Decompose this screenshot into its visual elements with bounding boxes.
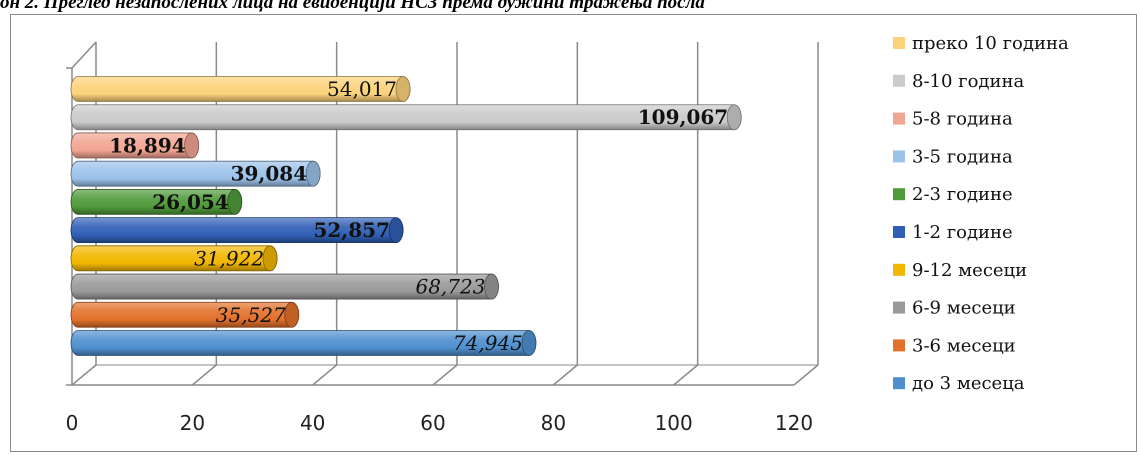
legend-label: до 3 месеца (912, 373, 1025, 394)
legend-label: 3-5 година (912, 146, 1013, 167)
data-label: 54,017 (327, 77, 397, 101)
chart-frame (10, 14, 1137, 452)
floor-gridline (191, 364, 217, 386)
data-label: 26,054 (152, 190, 229, 214)
data-label: 31,922 (194, 246, 264, 270)
floor-gridline (793, 364, 819, 386)
data-label: 35,527 (216, 303, 286, 327)
legend-swatch (893, 37, 905, 49)
legend-swatch (893, 226, 905, 238)
bar-end-cap (484, 273, 499, 300)
data-label: 109,067 (638, 105, 728, 129)
floor-gridline (432, 364, 458, 386)
data-label: 68,723 (415, 275, 485, 299)
legend-swatch (893, 188, 905, 201)
legend-swatch (893, 301, 905, 314)
legend-label: 1-2 године (912, 222, 1013, 243)
legend-label: 6-9 месеци (912, 298, 1016, 319)
floor-gridline (673, 364, 699, 386)
legend-swatch (893, 74, 905, 87)
data-label: 74,945 (453, 331, 523, 355)
x-tick-label: 20 (180, 411, 205, 435)
bar-end-cap (227, 188, 243, 215)
legend-label: 3-6 месеци (912, 335, 1016, 356)
legend-swatch (893, 150, 905, 163)
legend-label: 8-10 година (912, 71, 1025, 92)
data-label: 39,084 (231, 162, 308, 186)
legend-swatch (893, 339, 905, 352)
floor-gridline (312, 364, 338, 386)
legend-label: 5-8 година (912, 109, 1013, 130)
bar-end-cap (395, 76, 411, 102)
legend-label: 9-12 месеци (912, 260, 1027, 281)
data-label: 18,894 (109, 133, 186, 157)
bar-end-cap (726, 104, 742, 131)
data-label: 52,857 (313, 218, 390, 242)
legend-swatch (893, 263, 905, 276)
legend-label: преко 10 година (912, 33, 1069, 54)
x-tick-label: 120 (775, 411, 813, 435)
bar-end-cap (521, 330, 537, 356)
x-tick-label: 60 (420, 411, 445, 435)
x-tick-label: 80 (541, 411, 566, 435)
bar-end-cap (388, 217, 404, 244)
x-tick-label: 40 (300, 411, 325, 435)
floor-gridline (552, 364, 578, 386)
top-wall-edge (71, 41, 97, 69)
chart-caption: он 2. Преглед незапослених лица на евиде… (0, 0, 705, 12)
x-tick-label: 100 (655, 411, 693, 435)
bar-end-cap (184, 132, 200, 159)
legend-swatch (893, 377, 905, 390)
legend-swatch (893, 112, 905, 125)
floor-gridline (71, 364, 97, 386)
bar-end-cap (305, 160, 321, 187)
bar-end-cap (262, 245, 278, 272)
x-tick-label: 0 (66, 411, 79, 435)
bar-end-cap (284, 301, 300, 328)
legend-label: 2-3 године (912, 184, 1013, 205)
